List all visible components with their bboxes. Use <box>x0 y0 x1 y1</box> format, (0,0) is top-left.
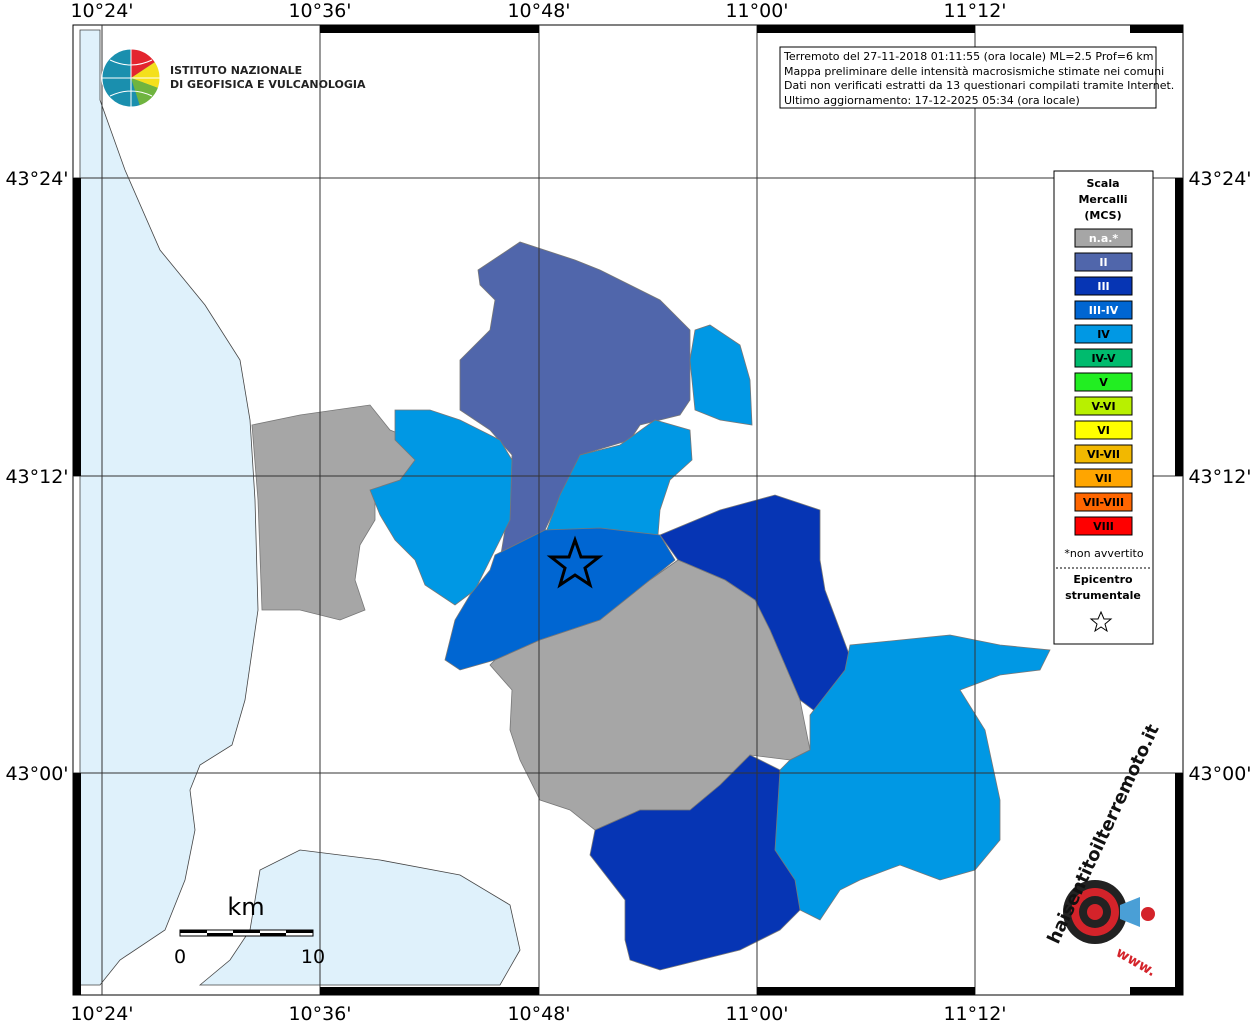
scale-tick: 0 <box>174 946 186 968</box>
lat-label: 43°00' <box>5 763 68 785</box>
legend-swatch <box>1074 348 1133 368</box>
lon-label: 10°24' <box>70 1003 133 1024</box>
legend-label: VI <box>1097 424 1110 437</box>
lon-label: 11°00' <box>725 0 788 22</box>
lon-label: 11°12' <box>943 1003 1006 1024</box>
lat-label: 43°00' <box>1188 763 1251 785</box>
ingv-text: DI GEOFISICA E VULCANOLOGIA <box>170 78 366 91</box>
lon-label: 10°36' <box>288 0 351 22</box>
legend-swatch <box>1074 300 1133 320</box>
legend: Scala Mercalli (MCS) *non avvertito Epic… <box>1053 170 1154 645</box>
axis-labels: 10°24' 10°36' 10°48' 11°00' 11°12' 10°24… <box>5 0 1251 1024</box>
scale-bar: km 0 10 <box>174 893 325 968</box>
municipality <box>589 754 801 971</box>
info-box <box>779 46 1157 109</box>
legend-star <box>1089 610 1113 633</box>
municipality <box>544 419 693 536</box>
lat-label: 43°12' <box>5 466 68 488</box>
legend-label: VI-VII <box>1087 448 1120 461</box>
legend-label: V <box>1099 376 1108 389</box>
lon-label: 11°00' <box>725 1003 788 1024</box>
info-line: Dati non verificati estratti da 13 quest… <box>784 79 1174 92</box>
legend-note: *non avvertito <box>1064 547 1143 560</box>
legend-label: VII <box>1095 472 1112 485</box>
legend-label: V-VI <box>1091 400 1115 413</box>
lon-label: 10°24' <box>70 0 133 22</box>
legend-title: Scala <box>1086 177 1119 190</box>
legend-swatch <box>1074 228 1133 248</box>
legend-swatch <box>1074 420 1133 440</box>
municipalities <box>251 241 1051 971</box>
legend-label: n.a.* <box>1089 232 1119 245</box>
epicenter-star <box>546 535 604 589</box>
legend-epicenter: Epicentro <box>1073 573 1133 586</box>
lon-label: 10°48' <box>507 0 570 22</box>
frame-bars <box>73 25 1183 995</box>
legend-title: Mercalli <box>1078 193 1127 206</box>
legend-swatch <box>1074 276 1133 296</box>
legend-swatch <box>1074 396 1133 416</box>
ingv-text: ISTITUTO NAZIONALE <box>170 64 302 77</box>
lon-label: 11°12' <box>943 0 1006 22</box>
legend-label: VII-VIII <box>1083 496 1124 509</box>
legend-label: II <box>1099 256 1107 269</box>
legend-swatch <box>1074 516 1133 536</box>
info-line: Mappa preliminare delle intensità macros… <box>784 65 1164 78</box>
ingv-logo: ISTITUTO NAZIONALE DI GEOFISICA E VULCAN… <box>101 48 366 108</box>
lon-label: 10°36' <box>288 1003 351 1024</box>
legend-swatch <box>1074 252 1133 272</box>
legend-swatch <box>1074 444 1133 464</box>
legend-swatch <box>1074 492 1133 512</box>
legend-title: (MCS) <box>1084 209 1121 222</box>
legend-label: VIII <box>1093 520 1114 533</box>
sea <box>79 29 259 986</box>
info-line: Ultimo aggiornamento: 17-12-2025 05:34 (… <box>784 94 1080 107</box>
sea <box>198 849 521 986</box>
lat-label: 43°24' <box>1188 168 1251 190</box>
graticule <box>73 25 1183 995</box>
lat-label: 43°12' <box>1188 466 1251 488</box>
legend-label: IV <box>1097 328 1110 341</box>
scale-tick: 10 <box>301 946 325 968</box>
legend-swatch <box>1074 468 1133 488</box>
info-line: Terremoto del 27-11-2018 01:11:55 (ora l… <box>783 50 1154 63</box>
legend-label: III <box>1097 280 1109 293</box>
legend-swatch <box>1074 324 1133 344</box>
lon-label: 10°48' <box>507 1003 570 1024</box>
municipality <box>369 409 513 606</box>
legend-label: III-IV <box>1089 304 1119 317</box>
legend-label: IV-V <box>1091 352 1116 365</box>
legend-epicenter: strumentale <box>1065 589 1141 602</box>
scale-unit: km <box>227 893 264 921</box>
legend-swatch <box>1074 372 1133 392</box>
municipality <box>689 324 753 426</box>
lat-label: 43°24' <box>5 168 68 190</box>
municipality <box>251 404 421 621</box>
